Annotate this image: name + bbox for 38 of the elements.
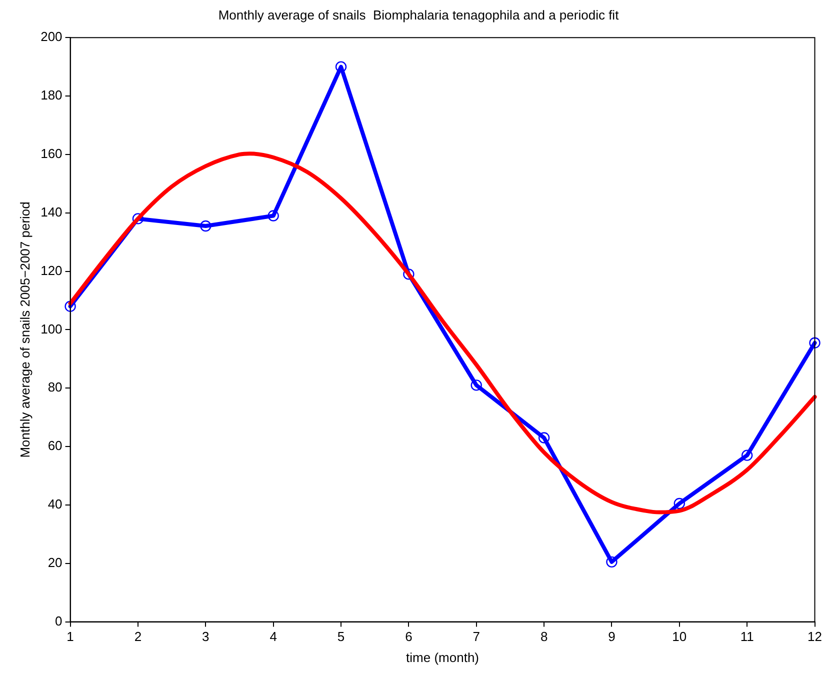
point — [64, 300, 76, 312]
point — [741, 450, 753, 461]
x-tick-label: 7 — [472, 629, 480, 644]
x-axis-title: time (month) — [406, 650, 480, 665]
y-tick-label: 200 — [40, 29, 62, 44]
y-tick-label: 80 — [48, 380, 62, 395]
x-tick-label: 4 — [270, 629, 277, 644]
point — [335, 61, 347, 72]
y-tick-label: 0 — [55, 613, 62, 628]
y-tick-label: 120 — [40, 262, 62, 278]
x-tick-label: 9 — [608, 629, 616, 644]
x-tick-label: 1 — [66, 629, 74, 644]
y-tick-label: 160 — [40, 146, 62, 162]
point — [268, 210, 279, 222]
point — [538, 432, 550, 444]
y-axis-title: Monthly average of snails 2005−2007 period — [17, 202, 32, 458]
point — [200, 220, 212, 232]
chart-title: Monthly average of snails Biomphalaria tenagophila and a periodic fit — [218, 7, 620, 22]
y-tick-label: 140 — [40, 204, 62, 220]
x-tick-label: 3 — [202, 629, 210, 644]
x-tick-label: 8 — [540, 629, 548, 644]
x-tick-label: 2 — [134, 629, 142, 644]
y-tick-label: 20 — [48, 554, 62, 570]
y-tick-label: 100 — [40, 321, 62, 336]
y-tick-label: 60 — [48, 438, 62, 454]
x-tick-label: 12 — [808, 629, 822, 644]
x-tick-label: 11 — [740, 629, 754, 644]
point — [403, 268, 414, 280]
x-tick-label: 6 — [405, 629, 412, 644]
point — [809, 337, 820, 348]
point — [674, 498, 686, 510]
y-tick-label: 40 — [48, 496, 62, 512]
point — [132, 213, 144, 224]
point — [470, 380, 482, 391]
y-tick-label: 180 — [40, 88, 62, 103]
x-tick-label: 10 — [672, 629, 687, 644]
point — [606, 556, 618, 568]
x-tick-label: 5 — [337, 629, 345, 644]
